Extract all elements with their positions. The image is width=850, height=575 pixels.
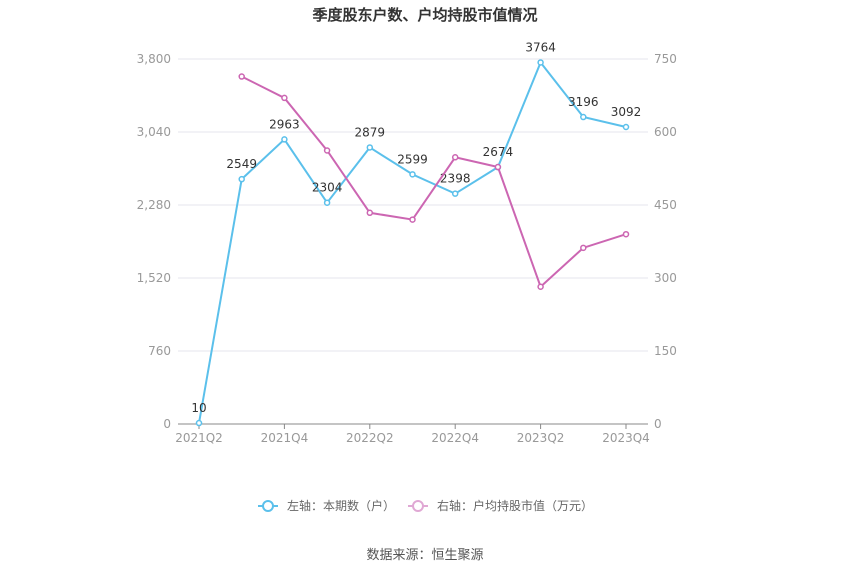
y-right-tick-label: 450 (654, 198, 677, 212)
data-point[interactable] (238, 73, 245, 80)
x-tick-label: 2023Q4 (602, 431, 650, 445)
legend-label: 左轴：本期数（户） (287, 498, 395, 513)
y-right-tick-label: 750 (654, 52, 677, 66)
data-point[interactable] (622, 123, 630, 131)
data-point[interactable] (323, 147, 331, 154)
y-left-tick-label: 1,520 (137, 271, 171, 285)
data-label: 2599 (397, 152, 428, 166)
y-right-tick-label: 0 (654, 417, 662, 431)
legend-circle-icon (262, 500, 274, 512)
data-point[interactable] (323, 199, 331, 206)
data-point[interactable] (451, 190, 459, 197)
x-tick-label: 2022Q2 (346, 431, 394, 445)
x-tick-label: 2022Q4 (431, 431, 479, 445)
series-line-2 (241, 75, 627, 289)
data-label: 10 (191, 401, 206, 415)
legend-label: 右轴：户均持股市值（万元） (437, 498, 593, 513)
data-label: 2674 (483, 145, 514, 159)
data-point[interactable] (537, 59, 544, 66)
data-point[interactable] (238, 175, 245, 183)
data-label: 2304 (312, 181, 343, 195)
data-point[interactable] (281, 136, 288, 143)
legend-item-series-2[interactable]: 右轴：户均持股市值（万元） (408, 498, 593, 513)
data-point[interactable] (537, 283, 544, 291)
y-left-tick-label: 3,040 (137, 125, 171, 139)
y-right-tick-label: 150 (654, 344, 677, 358)
grid-lines (178, 58, 648, 425)
data-point[interactable] (451, 154, 459, 161)
data-point[interactable] (281, 94, 288, 102)
data-label: 2963 (269, 117, 300, 131)
legend-item-series-1[interactable]: 左轴：本期数（户） (258, 498, 395, 513)
data-label: 3092 (611, 105, 642, 119)
data-point[interactable] (580, 113, 587, 121)
data-point[interactable] (409, 216, 416, 223)
data-point[interactable] (622, 230, 630, 238)
y-right-tick-label: 300 (654, 271, 677, 285)
data-point[interactable] (366, 144, 374, 151)
y-left-tick-label: 760 (148, 344, 171, 358)
data-label: 2879 (355, 125, 386, 139)
legend-circle-icon (412, 500, 424, 512)
data-label: 3764 (525, 40, 556, 54)
data-label: 2398 (440, 172, 471, 186)
x-tick-label: 2021Q4 (261, 431, 309, 445)
data-point[interactable] (494, 163, 502, 171)
data-label: 3196 (568, 95, 599, 109)
y-axis-left: 0 760 1,520 2,280 3,040 3,800 (137, 52, 171, 431)
x-axis: 2021Q2 2021Q4 2022Q2 2022Q4 2023Q2 2023Q4 (175, 424, 650, 445)
source-note: 数据来源：恒生聚源 (366, 548, 483, 563)
y-left-tick-label: 3,800 (137, 52, 171, 66)
y-right-tick-label: 600 (654, 125, 677, 139)
data-label: 2549 (226, 157, 257, 171)
x-tick-label: 2021Q2 (175, 431, 223, 445)
series-line-1 (198, 60, 627, 424)
y-axis-right: 0 150 300 450 600 750 (654, 52, 677, 431)
data-point[interactable] (409, 171, 416, 178)
data-point[interactable] (580, 244, 587, 252)
data-point[interactable] (195, 419, 203, 427)
y-left-tick-label: 2,280 (137, 198, 171, 212)
y-left-tick-label: 0 (163, 417, 171, 431)
legend[interactable]: 左轴：本期数（户） 右轴：户均持股市值（万元） (258, 498, 593, 513)
data-point[interactable] (366, 209, 374, 217)
x-tick-label: 2023Q2 (517, 431, 565, 445)
series-layer: 10 2549 2963 2304 2879 2599 2398 2674 3764 3196 30… (191, 40, 642, 427)
chart-title: 季度股东户数、户均持股市值情况 (312, 6, 537, 24)
